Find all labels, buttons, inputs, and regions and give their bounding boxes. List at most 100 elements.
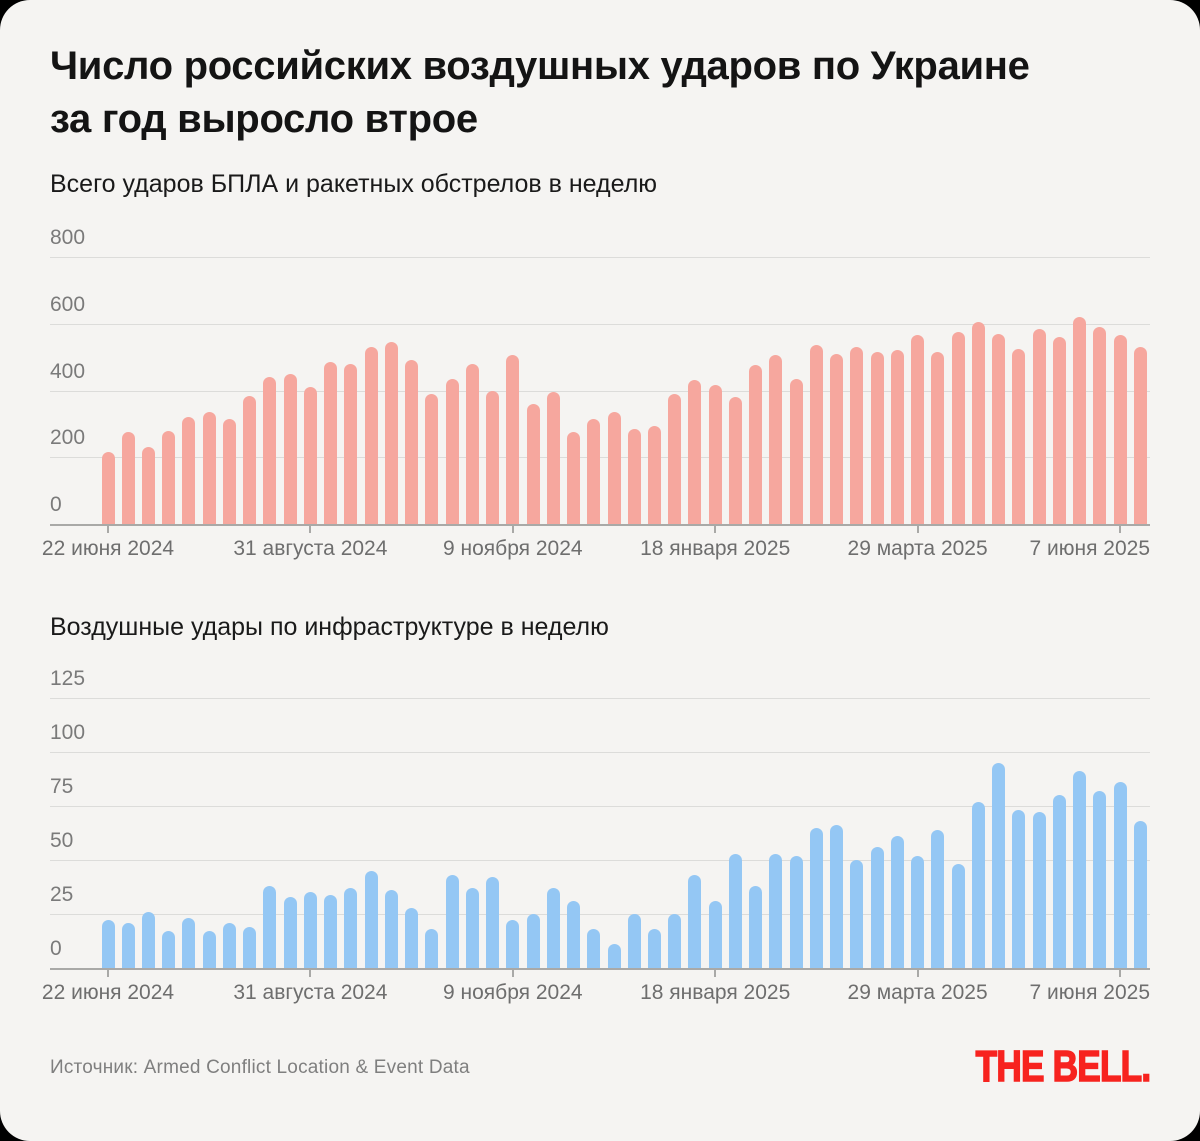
bar: [546, 888, 560, 968]
bar: [344, 363, 358, 524]
bar: [992, 762, 1006, 968]
bar: [1093, 327, 1107, 524]
bar: [567, 901, 581, 968]
bar: [1073, 771, 1087, 968]
bar: [121, 432, 135, 524]
bar: [1113, 335, 1127, 524]
grid-line: [50, 914, 1150, 915]
bar: [1012, 348, 1026, 524]
bar: [627, 914, 641, 968]
y-axis-label: 200: [50, 426, 86, 450]
bar: [647, 929, 661, 968]
bar: [931, 829, 945, 968]
x-axis-line: [50, 524, 1150, 526]
bar: [931, 352, 945, 524]
bar: [587, 418, 601, 524]
bar: [809, 827, 823, 968]
bar: [445, 378, 459, 524]
y-axis-label: 0: [50, 493, 62, 516]
bar: [789, 855, 803, 968]
grid-line: [50, 806, 1150, 807]
bar: [425, 393, 439, 524]
x-axis-tick: [916, 970, 919, 977]
bar: [263, 885, 277, 968]
bar: [1113, 782, 1127, 968]
bar: [708, 385, 722, 524]
bar: [202, 931, 216, 968]
x-axis-label: 7 июня 2025: [1029, 981, 1150, 1004]
y-axis-label: 400: [50, 359, 86, 383]
bar: [222, 922, 236, 968]
bar: [951, 332, 965, 524]
y-axis-label: 25: [50, 883, 74, 906]
bar: [911, 335, 925, 524]
grid-line: [50, 257, 1150, 258]
x-axis-tick: [1119, 526, 1121, 533]
bar: [182, 918, 196, 968]
bar: [769, 853, 783, 968]
bar: [364, 347, 378, 524]
x-axis-tick: [107, 526, 109, 533]
bar: [526, 914, 540, 968]
bar: [789, 378, 803, 524]
bar: [364, 870, 378, 968]
x-axis-label: 31 августа 2024: [233, 537, 388, 560]
x-axis-tick: [1119, 970, 1121, 977]
grid-line: [50, 390, 1150, 392]
y-axis-label: 800: [50, 226, 86, 249]
bar: [121, 922, 135, 968]
bar: [506, 920, 520, 968]
bar: [951, 864, 965, 968]
bar: [1052, 795, 1066, 968]
y-axis-label: 600: [50, 292, 86, 316]
page-title: Число российских воздушных ударов по Укр…: [50, 40, 1030, 146]
x-axis-tick: [107, 970, 109, 977]
source-note: Источник: Armed Conflict Location & Even…: [50, 1057, 470, 1078]
bar: [202, 412, 216, 524]
x-axis-label: 18 января 2025: [640, 981, 791, 1004]
bar: [162, 430, 176, 524]
bar: [1032, 328, 1046, 524]
bar: [101, 920, 115, 968]
bar: [141, 911, 155, 968]
bar: [344, 888, 358, 968]
bar: [607, 412, 621, 524]
title-line-2: за год выросло втрое: [50, 97, 478, 141]
bar: [809, 345, 823, 524]
bar: [546, 392, 560, 524]
the-bell-logo: THE BELL.: [975, 1041, 1152, 1092]
x-axis-label: 18 января 2025: [640, 537, 791, 560]
bar: [992, 333, 1006, 524]
bar: [830, 353, 844, 524]
bar: [688, 875, 702, 968]
bar: [486, 390, 500, 524]
bar: [971, 322, 985, 524]
bar: [890, 350, 904, 524]
chart-infrastructure-strikes: 0 25 50 75 100 125 22 июня 2024 31 августа 2024…: [42, 667, 1150, 1015]
bar: [769, 355, 783, 524]
x-axis-label: 9 ноября 2024: [443, 537, 583, 560]
bar: [850, 347, 864, 524]
bar: [850, 860, 864, 968]
x-axis-label: 7 июня 2025: [1029, 537, 1150, 560]
bar: [405, 360, 419, 524]
y-axis-label: 100: [50, 721, 86, 744]
bar: [688, 380, 702, 524]
bar: [243, 926, 257, 968]
x-axis-label: 22 июня 2024: [41, 537, 175, 560]
bar: [283, 896, 297, 968]
bar: [283, 373, 297, 524]
bar: [101, 452, 115, 524]
x-axis-label: 29 марта 2025: [847, 537, 988, 560]
bar: [405, 907, 419, 968]
bar: [607, 944, 621, 968]
bar: [870, 847, 884, 968]
bar: [384, 890, 398, 968]
x-axis-tick: [714, 970, 717, 977]
bar: [1032, 812, 1046, 968]
bar: [971, 801, 985, 968]
bar: [506, 355, 520, 524]
x-axis-tick: [511, 970, 514, 977]
x-axis-label: 9 ноября 2024: [443, 981, 583, 1004]
bar: [587, 929, 601, 968]
